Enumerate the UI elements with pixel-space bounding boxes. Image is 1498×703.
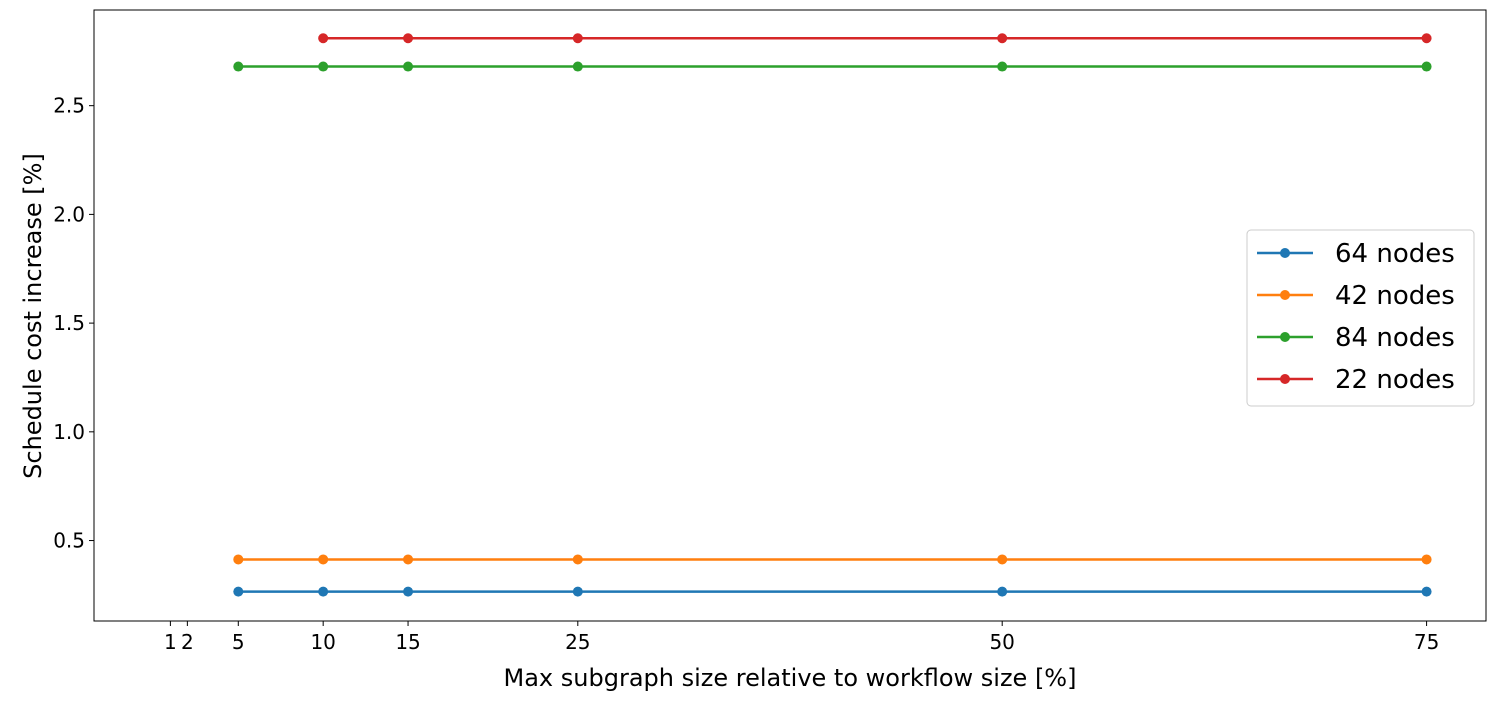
legend-box [1246, 229, 1475, 407]
data-point [1421, 61, 1432, 72]
legend-marker [1280, 374, 1290, 384]
series-3 [318, 33, 1432, 44]
legend-item: 84 nodes [1257, 323, 1455, 353]
legend-label: 22 nodes [1335, 365, 1455, 395]
y-tick-label: 1.0 [53, 420, 85, 444]
legend-marker [1280, 332, 1290, 342]
data-point [572, 61, 583, 72]
series-0 [233, 586, 1432, 597]
legend-item: 42 nodes [1257, 281, 1455, 311]
x-tick-label: 15 [395, 630, 420, 654]
x-tick-label: 5 [232, 630, 245, 654]
x-tick-label: 1 [164, 630, 177, 654]
legend-item: 22 nodes [1257, 365, 1455, 395]
series-2 [233, 61, 1432, 72]
data-point [318, 586, 329, 597]
data-point [403, 554, 414, 565]
data-point [1421, 554, 1432, 565]
data-point [318, 33, 329, 44]
data-point [403, 33, 414, 44]
y-tick-label: 0.5 [53, 529, 85, 553]
series-1 [233, 554, 1432, 565]
legend-marker [1280, 290, 1290, 300]
data-point [572, 33, 583, 44]
data-point [997, 554, 1008, 565]
legend-label: 84 nodes [1335, 323, 1455, 353]
data-point [403, 61, 414, 72]
legend: 64 nodes 42 nodes 84 nodes 22 nodes [1246, 229, 1475, 407]
data-point [233, 586, 244, 597]
x-axis-ticks: 1 2 5 10 15 25 50 75 [164, 621, 1439, 654]
y-tick-label: 2.5 [53, 94, 85, 118]
data-point [572, 586, 583, 597]
series-layer [233, 33, 1432, 597]
legend-label: 42 nodes [1335, 281, 1455, 311]
legend-marker [1280, 248, 1290, 258]
legend-label: 64 nodes [1335, 239, 1455, 269]
data-point [233, 61, 244, 72]
data-point [997, 61, 1008, 72]
data-point [318, 61, 329, 72]
data-point [318, 554, 329, 565]
x-axis-title: Max subgraph size relative to workflow s… [504, 664, 1077, 692]
y-axis-title: Schedule cost increase [%] [19, 153, 47, 479]
x-tick-label: 2 [181, 630, 194, 654]
data-point [1421, 586, 1432, 597]
data-point [1421, 33, 1432, 44]
data-point [997, 33, 1008, 44]
legend-item: 64 nodes [1257, 239, 1455, 269]
x-tick-label: 50 [989, 630, 1014, 654]
data-point [997, 586, 1008, 597]
data-point [233, 554, 244, 565]
x-tick-label: 25 [565, 630, 590, 654]
y-tick-label: 1.5 [53, 311, 85, 335]
x-tick-label: 10 [310, 630, 335, 654]
data-point [403, 586, 414, 597]
x-tick-label: 75 [1414, 630, 1439, 654]
data-point [572, 554, 583, 565]
y-tick-label: 2.0 [53, 202, 85, 226]
y-axis-ticks: 0.5 1.0 1.5 2.0 2.5 [53, 94, 94, 553]
